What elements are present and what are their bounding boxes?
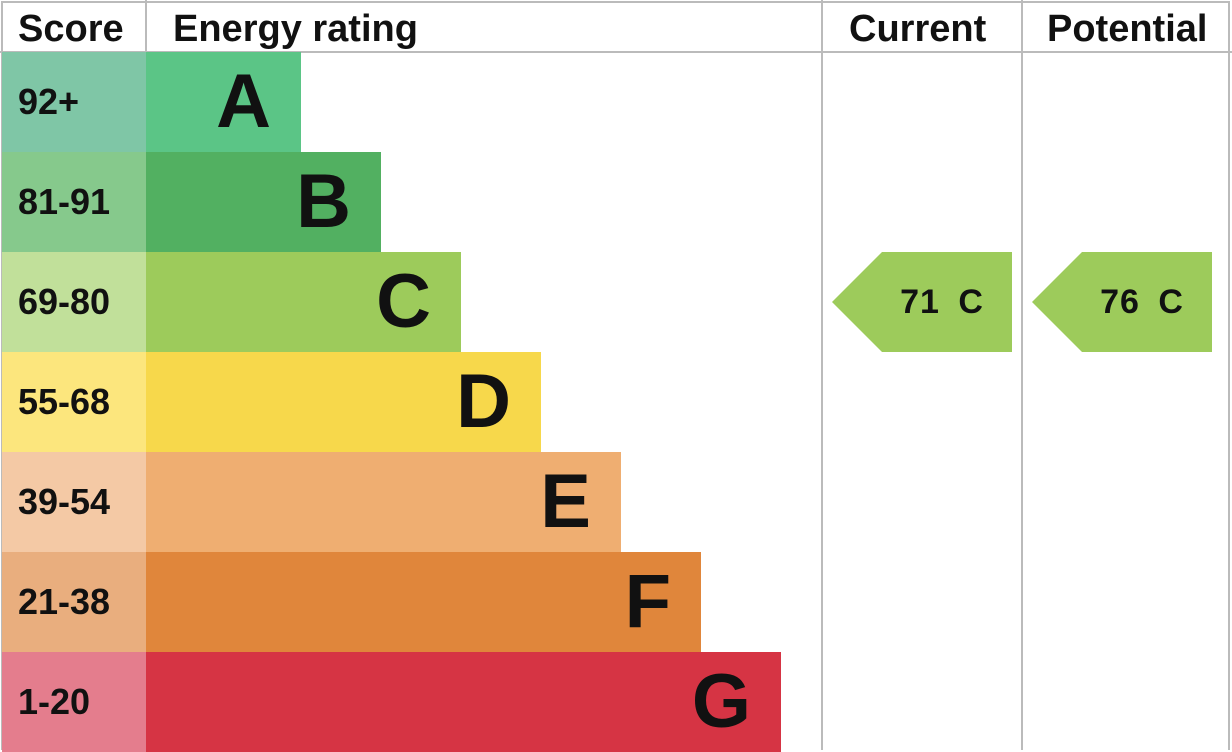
potential-arrow-shape (1032, 252, 1212, 352)
current-rating-label: 71 C (900, 283, 984, 321)
rating-bar-a: A (146, 52, 301, 152)
score-range-e: 39-54 (2, 452, 146, 552)
rating-bar-d: D (146, 352, 541, 452)
potential-rating-label: 76 C (1100, 283, 1184, 321)
current-rating-arrow: 71 C (832, 252, 1012, 352)
rating-bar-b: B (146, 152, 381, 252)
current-arrow-shape (832, 252, 1012, 352)
energy-rating-header: Energy rating (173, 8, 418, 50)
rating-bar-c: C (146, 252, 461, 352)
score-column-divider (145, 0, 147, 52)
score-range-c: 69-80 (2, 252, 146, 352)
current-column-divider (821, 0, 823, 750)
score-range-b: 81-91 (2, 152, 146, 252)
current-header: Current (849, 8, 987, 50)
score-header: Score (18, 8, 124, 50)
score-range-f: 21-38 (2, 552, 146, 652)
score-range-a: 92+ (2, 52, 146, 152)
rating-bar-g: G (146, 652, 781, 752)
rating-bar-e: E (146, 452, 621, 552)
rating-bar-f: F (146, 552, 701, 652)
header-divider (0, 51, 1232, 53)
score-range-d: 55-68 (2, 352, 146, 452)
potential-rating-arrow: 76 C (1032, 252, 1212, 352)
potential-header: Potential (1047, 8, 1208, 50)
potential-column-divider (1021, 0, 1023, 750)
score-range-g: 1-20 (2, 652, 146, 752)
